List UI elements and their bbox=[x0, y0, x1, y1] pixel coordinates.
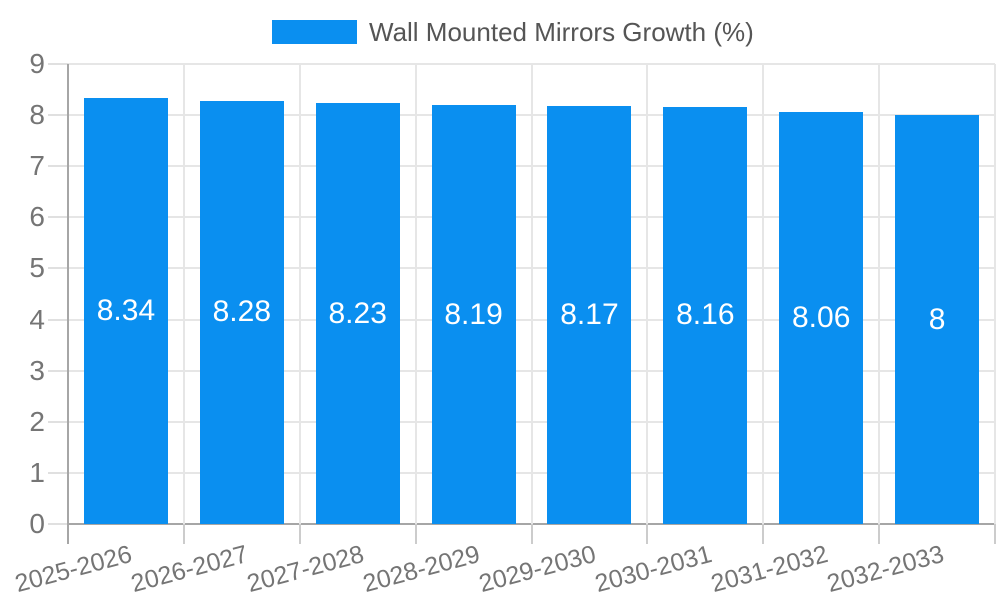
bar[interactable] bbox=[663, 106, 748, 524]
x-tick bbox=[182, 524, 185, 544]
bar[interactable] bbox=[315, 103, 400, 524]
bar-value-label: 8.28 bbox=[212, 295, 271, 329]
y-tick bbox=[48, 216, 68, 219]
y-axis-label: 2 bbox=[29, 405, 45, 437]
y-tick bbox=[48, 318, 68, 321]
bar-value-label: 8.06 bbox=[791, 301, 851, 335]
bar-value-label: 8.34 bbox=[96, 293, 156, 327]
y-tick bbox=[48, 369, 68, 372]
v-gridline bbox=[646, 64, 649, 524]
x-axis-label: 2032-2033 bbox=[823, 540, 947, 598]
y-tick bbox=[48, 420, 68, 423]
chart-legend: Wall Mounted Mirrors Growth (%) bbox=[272, 16, 754, 47]
v-gridline bbox=[530, 64, 533, 524]
y-axis-label: 6 bbox=[29, 201, 45, 233]
x-tick bbox=[414, 524, 417, 544]
bar[interactable] bbox=[895, 115, 980, 524]
x-axis-label: 2031-2032 bbox=[707, 540, 831, 598]
x-tick bbox=[762, 524, 765, 544]
y-axis-label: 9 bbox=[29, 48, 45, 79]
x-axis-label: 2026-2027 bbox=[128, 540, 252, 598]
x-tick bbox=[67, 524, 69, 544]
y-axis-label: 4 bbox=[29, 303, 45, 335]
x-tick bbox=[646, 524, 649, 544]
bar-value-label: 8 bbox=[928, 302, 946, 336]
bar[interactable] bbox=[431, 105, 516, 524]
bar[interactable] bbox=[83, 97, 168, 524]
y-axis-label: 3 bbox=[29, 354, 45, 386]
x-tick bbox=[878, 524, 881, 544]
x-tick bbox=[994, 524, 996, 544]
y-axis-label: 1 bbox=[29, 456, 45, 488]
x-tick bbox=[298, 524, 301, 544]
v-gridline bbox=[298, 64, 301, 524]
y-axis-label: 8 bbox=[29, 99, 45, 131]
y-tick bbox=[48, 267, 68, 270]
y-axis-label: 0 bbox=[29, 508, 45, 539]
y-axis-label: 5 bbox=[29, 252, 45, 284]
bar-value-label: 8.23 bbox=[328, 296, 387, 330]
bar-value-label: 8.17 bbox=[560, 298, 619, 332]
bar-value-label: 8.16 bbox=[676, 298, 735, 332]
x-axis-label: 2028-2029 bbox=[360, 540, 483, 598]
x-axis-label: 2027-2028 bbox=[244, 540, 367, 598]
y-tick bbox=[48, 523, 68, 525]
x-tick bbox=[530, 524, 533, 544]
x-axis-label: 2030-2031 bbox=[591, 540, 715, 598]
legend-label: Wall Mounted Mirrors Growth (%) bbox=[369, 16, 754, 47]
y-tick bbox=[48, 165, 68, 168]
y-axis-label: 7 bbox=[29, 150, 45, 182]
y-tick bbox=[48, 63, 68, 65]
v-gridline bbox=[414, 64, 417, 524]
v-gridline bbox=[878, 64, 881, 524]
y-tick bbox=[48, 114, 68, 117]
v-gridline bbox=[182, 64, 185, 524]
legend-swatch bbox=[272, 20, 357, 44]
y-tick bbox=[48, 471, 68, 474]
x-axis-label: 2025-2026 bbox=[12, 540, 136, 598]
bar[interactable] bbox=[199, 100, 284, 524]
bar-value-label: 8.19 bbox=[444, 297, 503, 331]
v-gridline bbox=[762, 64, 765, 524]
x-axis-label: 2029-2030 bbox=[475, 540, 599, 598]
bar[interactable] bbox=[779, 112, 864, 524]
bar[interactable] bbox=[547, 106, 632, 524]
v-gridline bbox=[994, 64, 996, 524]
y-axis-line bbox=[67, 64, 69, 524]
